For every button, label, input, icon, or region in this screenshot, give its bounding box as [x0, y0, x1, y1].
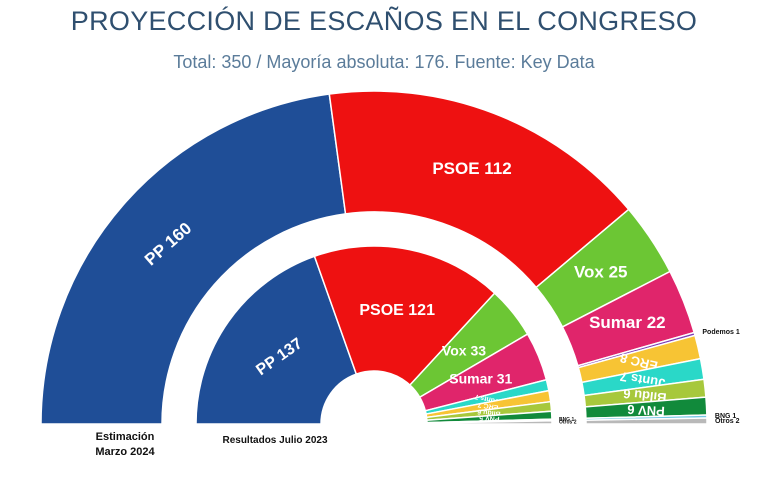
inner-caption-line1: Resultados Julio 2023: [222, 435, 328, 446]
outer-label-psoe: PSOE 112: [432, 159, 511, 178]
outer-label-pnv: PNV 6: [627, 402, 665, 419]
outer-caption-line1: Estimación: [95, 431, 155, 443]
inner-label-vox: Vox 33: [442, 342, 486, 358]
outer-label-sumar: Sumar 22: [589, 313, 666, 332]
inner-label-erc: ERC 7: [477, 401, 499, 411]
inner-label-otros: Otros 2: [559, 420, 577, 426]
inner-label-sumar: Sumar 31: [449, 371, 512, 387]
inner-label-psoe: PSOE 121: [359, 302, 435, 319]
inner-label-bildu: Bildu 6: [477, 408, 501, 417]
outer-slice-pp: [40, 93, 347, 425]
inner-ring-caption: Resultados Julio 2023: [205, 433, 345, 448]
outer-label-bng: BNG 1: [715, 413, 737, 420]
inner-label-pnv: PNV 5: [479, 414, 500, 422]
outer-slice-otros: [585, 417, 708, 425]
outer-slice-psoe: [328, 90, 630, 289]
outer-caption-line2: Marzo 2024: [95, 446, 155, 458]
chart-title: PROYECCIÓN DE ESCAÑOS EN EL CONGRESO: [70, 6, 698, 36]
outer-label-podemos: Podemos 1: [702, 329, 739, 336]
inner-slice-otros: [426, 420, 553, 425]
inner-label-bng: BNG 1: [559, 417, 575, 423]
chart-subtitle: Total: 350 / Mayoría absoluta: 176. Fuen…: [173, 52, 595, 72]
outer-label-otros: Otros 2: [715, 418, 740, 425]
outer-ring-caption: Estimación Marzo 2024: [60, 430, 190, 460]
inner-slice-pp: [195, 255, 358, 425]
inner-slice-psoe: [313, 245, 496, 387]
outer-label-vox: Vox 25: [574, 262, 628, 281]
